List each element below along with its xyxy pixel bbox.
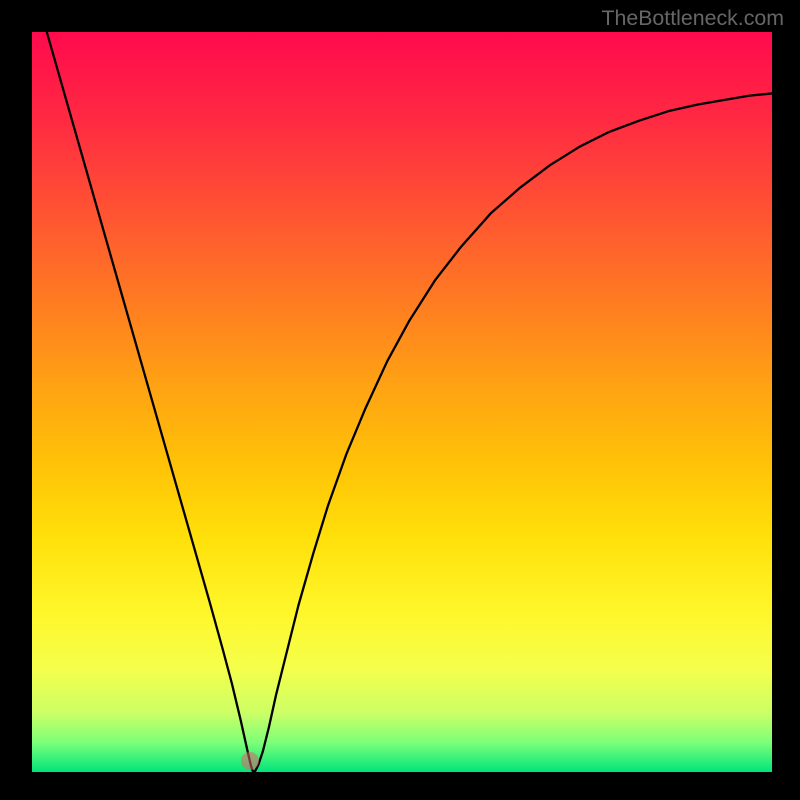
bottleneck-curve — [32, 32, 772, 772]
chart-container: TheBottleneck.com — [0, 0, 800, 800]
watermark-text: TheBottleneck.com — [601, 6, 784, 31]
plot-area — [32, 32, 772, 772]
